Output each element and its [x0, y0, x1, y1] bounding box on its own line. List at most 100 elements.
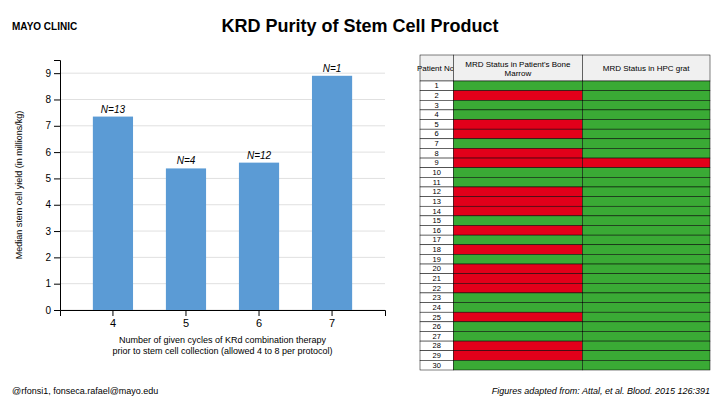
y-tick-mark — [54, 126, 60, 127]
bar — [312, 76, 352, 310]
table-cell — [420, 226, 453, 236]
y-tick-label: 9 — [45, 68, 51, 79]
y-tick: 7 — [45, 120, 60, 131]
status-cell — [453, 331, 582, 341]
patient-no: 11 — [433, 178, 441, 187]
table-cell — [420, 351, 453, 361]
y-tick-mark — [54, 231, 60, 232]
x-tick-label: 4 — [110, 317, 116, 329]
status-cell — [582, 168, 710, 178]
bar — [166, 168, 206, 310]
table: Patient No.MRD Status in Patient's BoneM… — [417, 55, 710, 370]
patient-no: 16 — [433, 226, 441, 235]
text-line: prior to stem cell collection (allowed 4… — [112, 346, 332, 356]
status-cell — [582, 235, 710, 245]
table-cell — [420, 254, 453, 264]
status-cell — [582, 293, 710, 303]
status-cell — [453, 254, 582, 264]
patient-no: 3 — [435, 101, 439, 110]
status-cell — [453, 312, 582, 322]
table-cell — [420, 120, 453, 130]
grid — [60, 73, 385, 310]
status-cell — [453, 235, 582, 245]
status-cell — [453, 264, 582, 274]
y-axis-label: Median stem cell yield (in millions/kg) — [14, 111, 24, 260]
table-cell — [420, 100, 453, 110]
patient-no: 15 — [433, 216, 441, 225]
status-cell — [453, 129, 582, 139]
y-tick: 0 — [45, 305, 60, 316]
x-tick-mark — [185, 310, 186, 316]
y-tick-label: 4 — [45, 199, 51, 210]
table-cell — [420, 91, 453, 101]
status-cell — [453, 110, 582, 120]
y-tick-label: 7 — [45, 120, 51, 131]
patient-no: 4 — [435, 110, 439, 119]
table-cell — [420, 197, 453, 207]
patient-no: 8 — [435, 149, 439, 158]
table-cell — [420, 331, 453, 341]
bar — [93, 117, 133, 310]
status-cell — [453, 139, 582, 149]
status-cell — [453, 360, 582, 370]
table-header-cell — [582, 55, 710, 81]
table-cell — [420, 235, 453, 245]
status-cell — [582, 245, 710, 255]
y-tick-label: 8 — [45, 94, 51, 105]
status-cell — [582, 341, 710, 351]
bar-annotation: N=13 — [101, 104, 126, 115]
table-header: MRD Status in Patient's BoneMarrow — [465, 60, 571, 78]
y-tick-mark — [54, 284, 60, 285]
status-cell — [453, 351, 582, 361]
status-cell — [582, 197, 710, 207]
y-tick-mark — [54, 73, 60, 74]
y-tick-label: 0 — [45, 305, 51, 316]
status-cell — [582, 110, 710, 120]
x-tick-label: 7 — [329, 317, 335, 329]
patient-no: 1 — [435, 81, 439, 90]
status-cell — [453, 81, 582, 91]
x-tick: 5 — [183, 310, 189, 329]
patient-no: 30 — [433, 361, 441, 370]
table-cell — [420, 110, 453, 120]
patient-no: 13 — [433, 197, 441, 206]
slide: MAYO CLINICKRD Purity of Stem Cell Produ… — [0, 0, 720, 405]
bars — [93, 76, 352, 310]
table-cell — [420, 312, 453, 322]
footer-right: Figures adapted from: Attal, et al. Bloo… — [492, 386, 710, 396]
bar-annotations: N=13N=4N=12N=1 — [101, 63, 342, 167]
patient-no: 12 — [433, 187, 441, 196]
table-cell — [420, 148, 453, 158]
patient-no: 2 — [435, 91, 439, 100]
patient-no: 29 — [433, 351, 441, 360]
status-cell — [582, 158, 710, 168]
table-cell — [420, 274, 453, 284]
status-cell — [453, 245, 582, 255]
table-cell — [420, 264, 453, 274]
y-tick-mark — [54, 178, 60, 179]
bar-annotation: N=4 — [177, 155, 196, 166]
status-cell — [582, 264, 710, 274]
status-cell — [453, 206, 582, 216]
y-tick: 1 — [45, 278, 60, 289]
table-cell — [420, 129, 453, 139]
table-cell — [420, 158, 453, 168]
status-cell — [453, 158, 582, 168]
status-cell — [453, 168, 582, 178]
y-tick-label: 6 — [45, 147, 51, 158]
patient-no: 25 — [433, 313, 441, 322]
y-tick-label: 3 — [45, 226, 51, 237]
x-tick: 7 — [329, 310, 335, 329]
status-cell — [582, 148, 710, 158]
table-cell — [420, 81, 453, 91]
status-cell — [453, 293, 582, 303]
logo-text: MAYO CLINIC — [12, 21, 77, 32]
patient-no: 18 — [433, 245, 441, 254]
footer-left: @rfonsi1, fonseca.rafael@mayo.edu — [12, 386, 158, 396]
y-tick-mark — [54, 205, 60, 206]
y-tick: 2 — [45, 252, 60, 263]
y-tick-mark — [54, 257, 60, 258]
status-cell — [582, 322, 710, 332]
patient-no: 6 — [435, 129, 439, 138]
status-cell — [582, 312, 710, 322]
